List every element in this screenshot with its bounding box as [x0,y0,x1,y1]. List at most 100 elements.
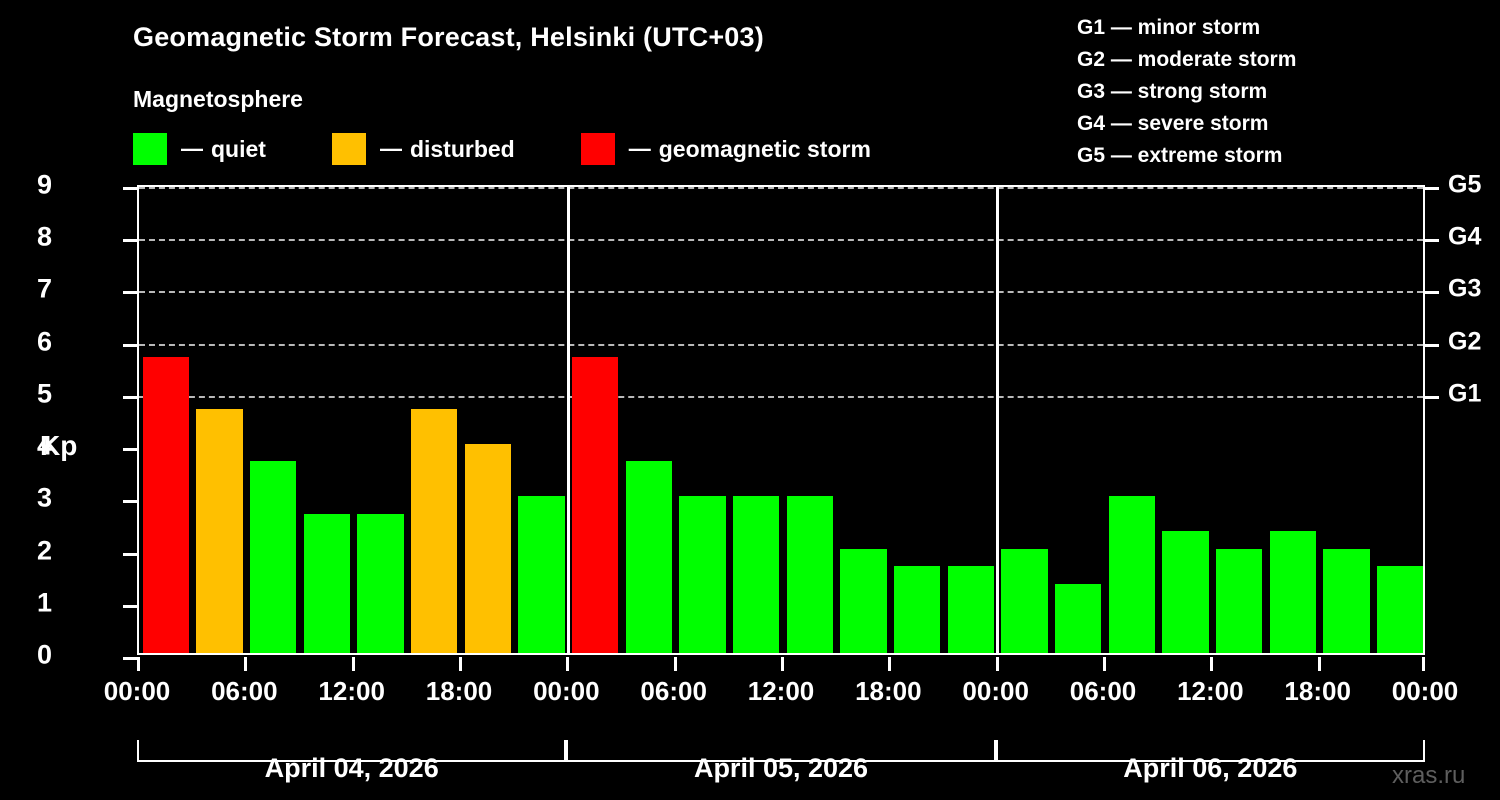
bar [1162,531,1209,653]
x-tick-5 [673,657,677,671]
plot-area [123,185,1439,660]
gridline-kp-6 [139,343,1423,346]
y-tick-6 [123,343,139,347]
x-tick-12 [1422,657,1425,671]
y-tick-2 [123,552,139,556]
y-axis-label-2: 2 [36,535,52,566]
y-tick-4 [123,448,139,452]
g-tick-G1 [1423,395,1439,399]
bar [893,565,941,653]
day-label-3: April 06, 2026 [1123,753,1298,783]
x-axis-labels: 00:00 06:00 12:00 18:00 00:00 06:00 12:00 18:00… [0,676,1500,712]
x-tick-0 [137,657,140,671]
y-tick-9 [123,187,139,190]
bar [357,513,404,653]
color-legend: — quiet — disturbed — geomagnetic storm [133,133,871,165]
y-axis-label-5: 5 [36,378,52,409]
x-axis-ticks [137,657,1425,671]
y-tick-1 [123,604,139,608]
y-tick-0 [123,657,139,660]
x-tick-4 [566,657,570,671]
x-tick-6 [781,657,784,671]
g-tick-G3 [1423,291,1439,295]
g-scale-legend: G1 — minor storm G2 — moderate storm G3 — … [1077,12,1296,172]
day-separator-1 [566,187,570,653]
page-title: Geomagnetic Storm Forecast, Helsinki (UT… [133,22,764,52]
g-axis-label-G3: G3 [1448,274,1482,303]
day-label-2: April 05, 2026 [693,753,869,783]
x-axis-label-12: 00:00 [1391,676,1459,706]
bar [410,409,458,653]
x-tick-9 [1103,657,1106,671]
g-axis-label-G4: G4 [1448,222,1482,251]
y-axis-label-9: 9 [36,169,52,200]
x-axis-label-2: 12:00 [318,676,385,706]
legend-label-quiet: quiet [211,135,266,162]
bar [947,565,995,653]
bar-series [139,187,1424,653]
g-scale-row-2: G2 — moderate storm [1077,48,1297,71]
bar [732,496,780,653]
x-axis-label-8: 00:00 [962,676,1029,706]
bar [1001,548,1048,653]
gridline-kp-7 [139,291,1423,294]
y-tick-7 [123,291,139,295]
y-axis-label-0: 0 [36,639,52,670]
day-bracket-1 [137,740,567,762]
y-tick-8 [123,239,139,243]
y-tick-5 [123,395,139,399]
day-bracket-3 [995,740,1425,762]
legend-item-disturbed: — disturbed [331,133,515,165]
g-axis-label-G1: G1 [1448,379,1482,408]
g-axis-label-G2: G2 [1448,327,1482,356]
bar [1376,565,1424,653]
legend-item-quiet: — quiet [133,133,266,165]
watermark: xras.ru [1392,762,1466,789]
g-tick-G4 [1423,239,1439,243]
bar [571,356,619,653]
legend-label-storm: geomagnetic storm [658,135,871,162]
gridline-kp-9 [139,187,1423,189]
x-axis-label-1: 06:00 [211,676,278,706]
bar [196,409,243,653]
x-tick-1 [244,657,248,671]
y-axis-label-8: 8 [36,221,52,252]
x-tick-7 [888,657,892,671]
bar [518,496,565,653]
g-scale-row-5: G5 — extreme storm [1077,144,1283,167]
x-axis-label-9: 06:00 [1069,676,1137,706]
bar [1108,496,1156,653]
x-axis-label-7: 18:00 [855,676,922,706]
x-axis-label-4: 00:00 [533,676,600,706]
x-axis-label-10: 12:00 [1177,676,1244,706]
day-label-1: April 04, 2026 [264,753,439,783]
g-axis-label-G5: G5 [1448,170,1482,199]
gridline-kp-8 [139,239,1423,242]
y-axis-label-3: 3 [36,482,52,513]
bar [1269,531,1317,653]
x-axis-label-3: 18:00 [425,676,493,706]
y-axis-title: Kp [40,430,78,461]
x-tick-2 [351,657,355,671]
g-scale-row-3: G3 — strong storm [1077,80,1268,103]
day-separator-2 [996,187,1000,653]
bar [249,461,297,653]
legend-dash: — [379,136,402,161]
bar [1323,548,1370,653]
x-tick-3 [459,657,462,671]
g-scale-row-1: G1 — minor storm [1077,16,1261,39]
x-axis-label-5: 06:00 [640,676,707,706]
bar [625,461,673,653]
g-tick-G5 [1423,187,1439,190]
x-tick-8 [995,657,999,671]
bar [464,444,512,653]
bar [840,548,887,653]
y-tick-3 [123,500,139,504]
legend-dash: — [181,136,203,161]
x-tick-10 [1210,657,1214,671]
bar [786,496,834,653]
y-axis-label-1: 1 [36,587,52,618]
g-scale-row-4: G4 — severe storm [1077,112,1269,135]
bar [303,513,351,653]
